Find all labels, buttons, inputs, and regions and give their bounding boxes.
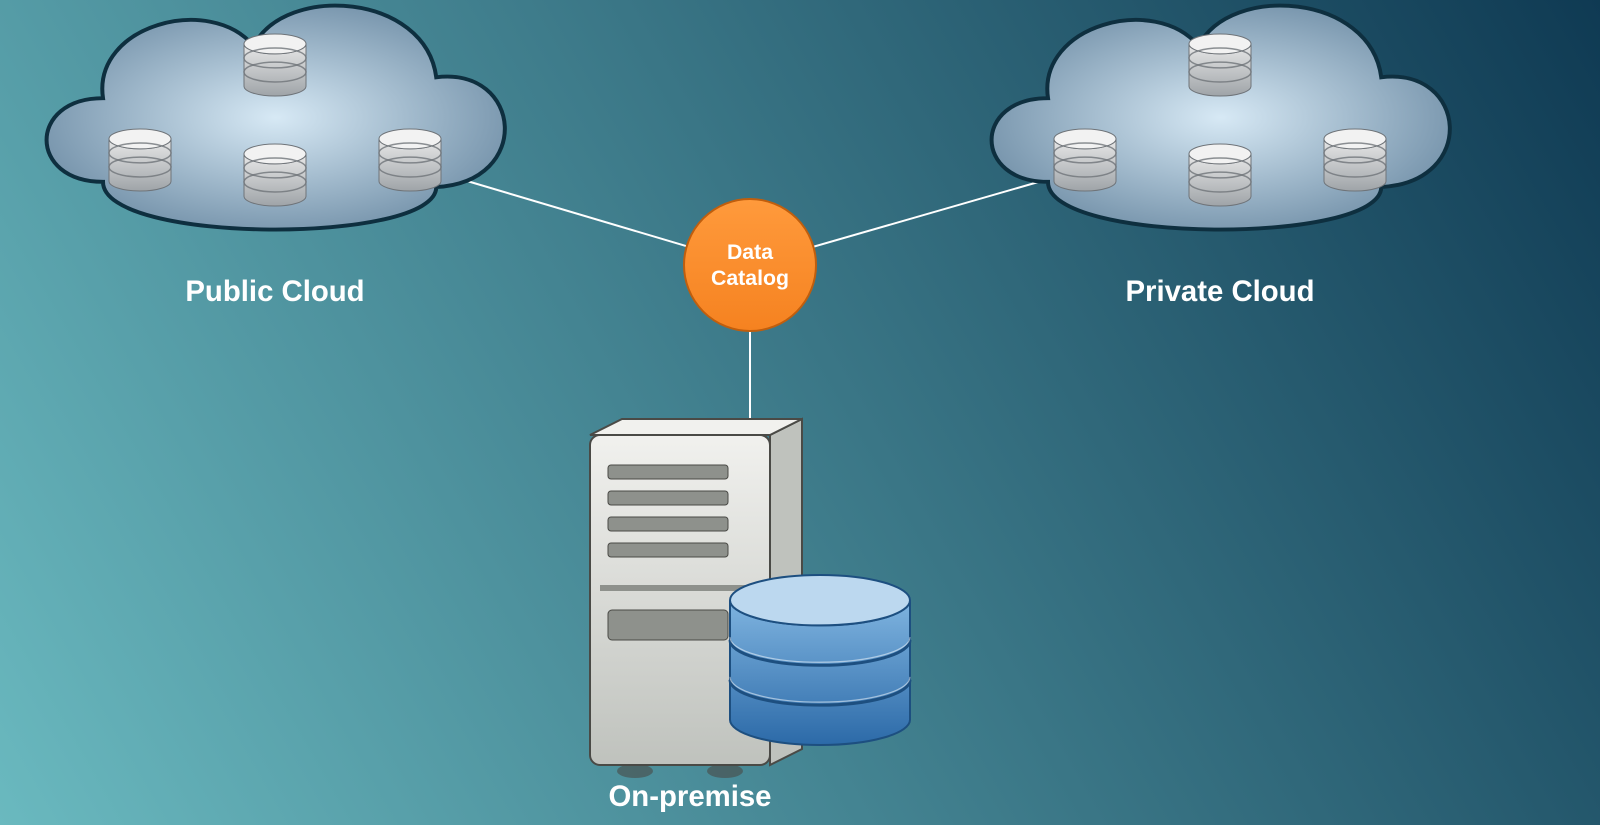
private-cloud-label: Private Cloud <box>1020 275 1420 309</box>
private-cloud <box>992 6 1450 230</box>
hub-label-line1: Data <box>727 240 773 264</box>
public-db-1 <box>109 129 171 191</box>
hub-label-line2: Catalog <box>711 266 789 290</box>
public-db-3 <box>379 129 441 191</box>
data-catalog-hub: DataCatalog <box>684 199 816 331</box>
private-db-3 <box>1324 129 1386 191</box>
diagram-stage: DataCatalog Public Cloud Private Cloud O… <box>0 0 1600 825</box>
on-premise-label: On-premise <box>490 780 890 814</box>
public-cloud <box>47 6 505 230</box>
public-cloud-label: Public Cloud <box>75 275 475 309</box>
public-db-2 <box>244 144 306 206</box>
public-db-0 <box>244 34 306 96</box>
diagram-svg: DataCatalog <box>0 0 1600 825</box>
private-db-1 <box>1054 129 1116 191</box>
hub-circle <box>684 199 816 331</box>
private-db-2 <box>1189 144 1251 206</box>
on-premise-database <box>730 575 910 745</box>
private-db-0 <box>1189 34 1251 96</box>
